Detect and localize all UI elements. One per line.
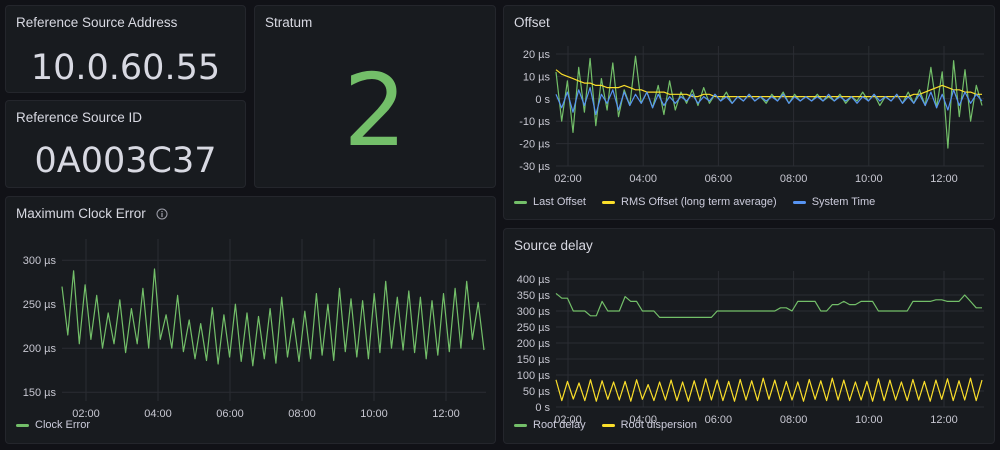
y-tick-label: 300 µs [23,255,57,267]
clock-error-title-wrap: Maximum Clock Error [16,206,168,221]
x-tick-label: 08:00 [780,173,808,185]
source-delay-legend: Root delay Root dispersion [514,419,697,431]
x-tick-label: 02:00 [554,173,582,185]
legend-label: RMS Offset (long term average) [621,196,777,208]
clock-error-panel: Maximum Clock Error 300 µs 250 µs 200 µs 15… [5,196,496,444]
y-tick-label: 50 µs [523,386,551,398]
y-tick-label: 300 µs [517,306,551,318]
series-line [61,268,485,367]
series-line [555,292,982,319]
ref-id-value: 0A003C37 [34,141,217,181]
legend-label: Last Offset [533,196,586,208]
y-tick-label: 250 µs [517,322,551,334]
y-tick-label: 250 µs [23,299,57,311]
x-tick-label: 10:00 [360,408,388,419]
legend-system-time[interactable]: System Time [792,196,876,208]
series-line [555,86,983,116]
y-tick-label: 10 µs [523,71,551,83]
x-tick-label: 06:00 [216,408,244,419]
legend-swatch [792,200,806,204]
y-tick-label: -20 µs [519,139,550,151]
x-tick-label: 12:00 [432,408,460,419]
x-tick-label: 02:00 [72,408,100,419]
legend-rms-offset[interactable]: RMS Offset (long term average) [602,196,777,208]
offset-legend: Last Offset RMS Offset (long term averag… [514,196,875,208]
x-tick-label: 04:00 [144,408,172,419]
offset-title: Offset [514,15,550,30]
legend-clock-error[interactable]: Clock Error [16,419,90,431]
x-tick-label: 12:00 [930,414,958,426]
y-tick-label: 200 µs [23,343,57,355]
source-delay-panel: Source delay 400 µs 350 µs 300 µs 250 µs 200… [503,228,995,444]
x-tick-label: 10:00 [855,173,883,185]
x-tick-label: 10:00 [855,414,883,426]
legend-root-dispersion[interactable]: Root dispersion [601,419,698,431]
ref-address-panel: Reference Source Address 10.0.60.55 [5,5,246,93]
y-tick-label: 0 s [535,94,550,106]
y-tick-label: 0 s [535,402,550,414]
y-tick-label: 20 µs [523,49,551,61]
clock-error-chart[interactable]: 300 µs 250 µs 200 µs 150 µs 02:00 04:00 06:00 0… [6,229,495,419]
legend-label: Root dispersion [620,419,698,431]
legend-swatch [602,200,615,204]
legend-swatch [16,423,29,427]
clock-error-title: Maximum Clock Error [16,206,146,221]
legend-swatch [601,423,615,427]
y-tick-label: -10 µs [519,116,550,128]
ref-address-title: Reference Source Address [16,15,178,30]
y-tick-label: -30 µs [519,161,550,173]
x-tick-label: 02:00 [554,414,582,426]
y-tick-label: 150 µs [517,354,551,366]
clock-error-legend: Clock Error [16,419,90,431]
x-tick-label: 04:00 [629,173,657,185]
offset-panel: Offset 20 µs 10 µs 0 s -10 µs -20 µs -30 µs 02… [503,5,995,220]
legend-swatch [514,423,527,427]
legend-label: Clock Error [35,419,91,431]
x-tick-label: 08:00 [288,408,316,419]
info-icon[interactable] [156,208,168,220]
ref-address-value: 10.0.60.55 [30,48,221,88]
legend-root-delay[interactable]: Root delay [514,419,586,431]
stratum-panel: Stratum 2 [254,5,496,188]
x-tick-label: 06:00 [705,173,733,185]
x-tick-label: 04:00 [629,414,657,426]
x-tick-label: 12:00 [930,173,958,185]
offset-chart[interactable]: 20 µs 10 µs 0 s -10 µs -20 µs -30 µs 02:00 04:0… [504,36,994,211]
ref-id-panel: Reference Source ID 0A003C37 [5,100,246,188]
legend-last-offset[interactable]: Last Offset [514,196,586,208]
y-tick-label: 150 µs [23,387,57,399]
legend-swatch [514,200,527,204]
stratum-title: Stratum [265,15,313,30]
y-tick-label: 350 µs [517,290,551,302]
source-delay-title: Source delay [514,238,593,253]
series-line [555,55,983,149]
stratum-value: 2 [343,52,407,169]
y-tick-label: 400 µs [517,274,551,286]
source-delay-chart[interactable]: 400 µs 350 µs 300 µs 250 µs 200 µs 150 µs 100 … [504,269,994,429]
legend-label: System Time [811,196,876,208]
legend-label: Root delay [533,419,586,431]
y-tick-label: 200 µs [517,338,551,350]
ref-id-title: Reference Source ID [16,110,143,125]
x-tick-label: 06:00 [705,414,733,426]
y-tick-label: 100 µs [517,370,551,382]
x-tick-label: 08:00 [780,414,808,426]
series-line [555,69,982,98]
series-line [555,377,983,402]
